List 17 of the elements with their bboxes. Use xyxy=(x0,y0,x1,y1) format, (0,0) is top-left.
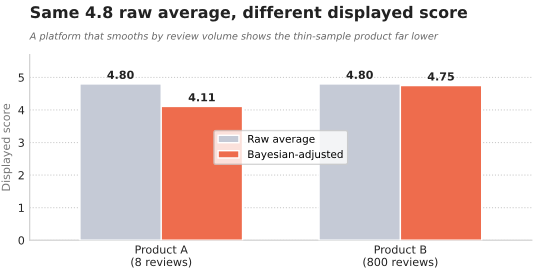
data-label: 4.11 xyxy=(188,93,215,102)
data-label: 4.80 xyxy=(107,70,134,79)
chart-subtitle: A platform that smooths by review volume shows the thin-sample product far lower xyxy=(29,32,438,42)
data-label: 4.75 xyxy=(428,72,454,81)
data-label: 4.80 xyxy=(346,70,373,79)
legend-label: Raw average xyxy=(248,135,315,145)
x-tick-label: Product A (8 reviews) xyxy=(131,245,192,268)
y-tick-label: 3 xyxy=(18,138,24,147)
y-tick-label: 5 xyxy=(18,74,24,82)
y-tick-label: 1 xyxy=(18,204,24,212)
y-tick-label: 2 xyxy=(18,171,24,180)
y-tick-label: 0 xyxy=(18,236,24,245)
chart-title: Same 4.8 raw average, different displayed score xyxy=(30,6,468,22)
y-axis-title: Displayed score xyxy=(1,104,12,190)
legend-label: Bayesian-adjusted xyxy=(248,150,343,160)
x-tick-label: Product B (800 reviews) xyxy=(363,245,438,268)
y-tick-label: 4 xyxy=(18,106,24,114)
